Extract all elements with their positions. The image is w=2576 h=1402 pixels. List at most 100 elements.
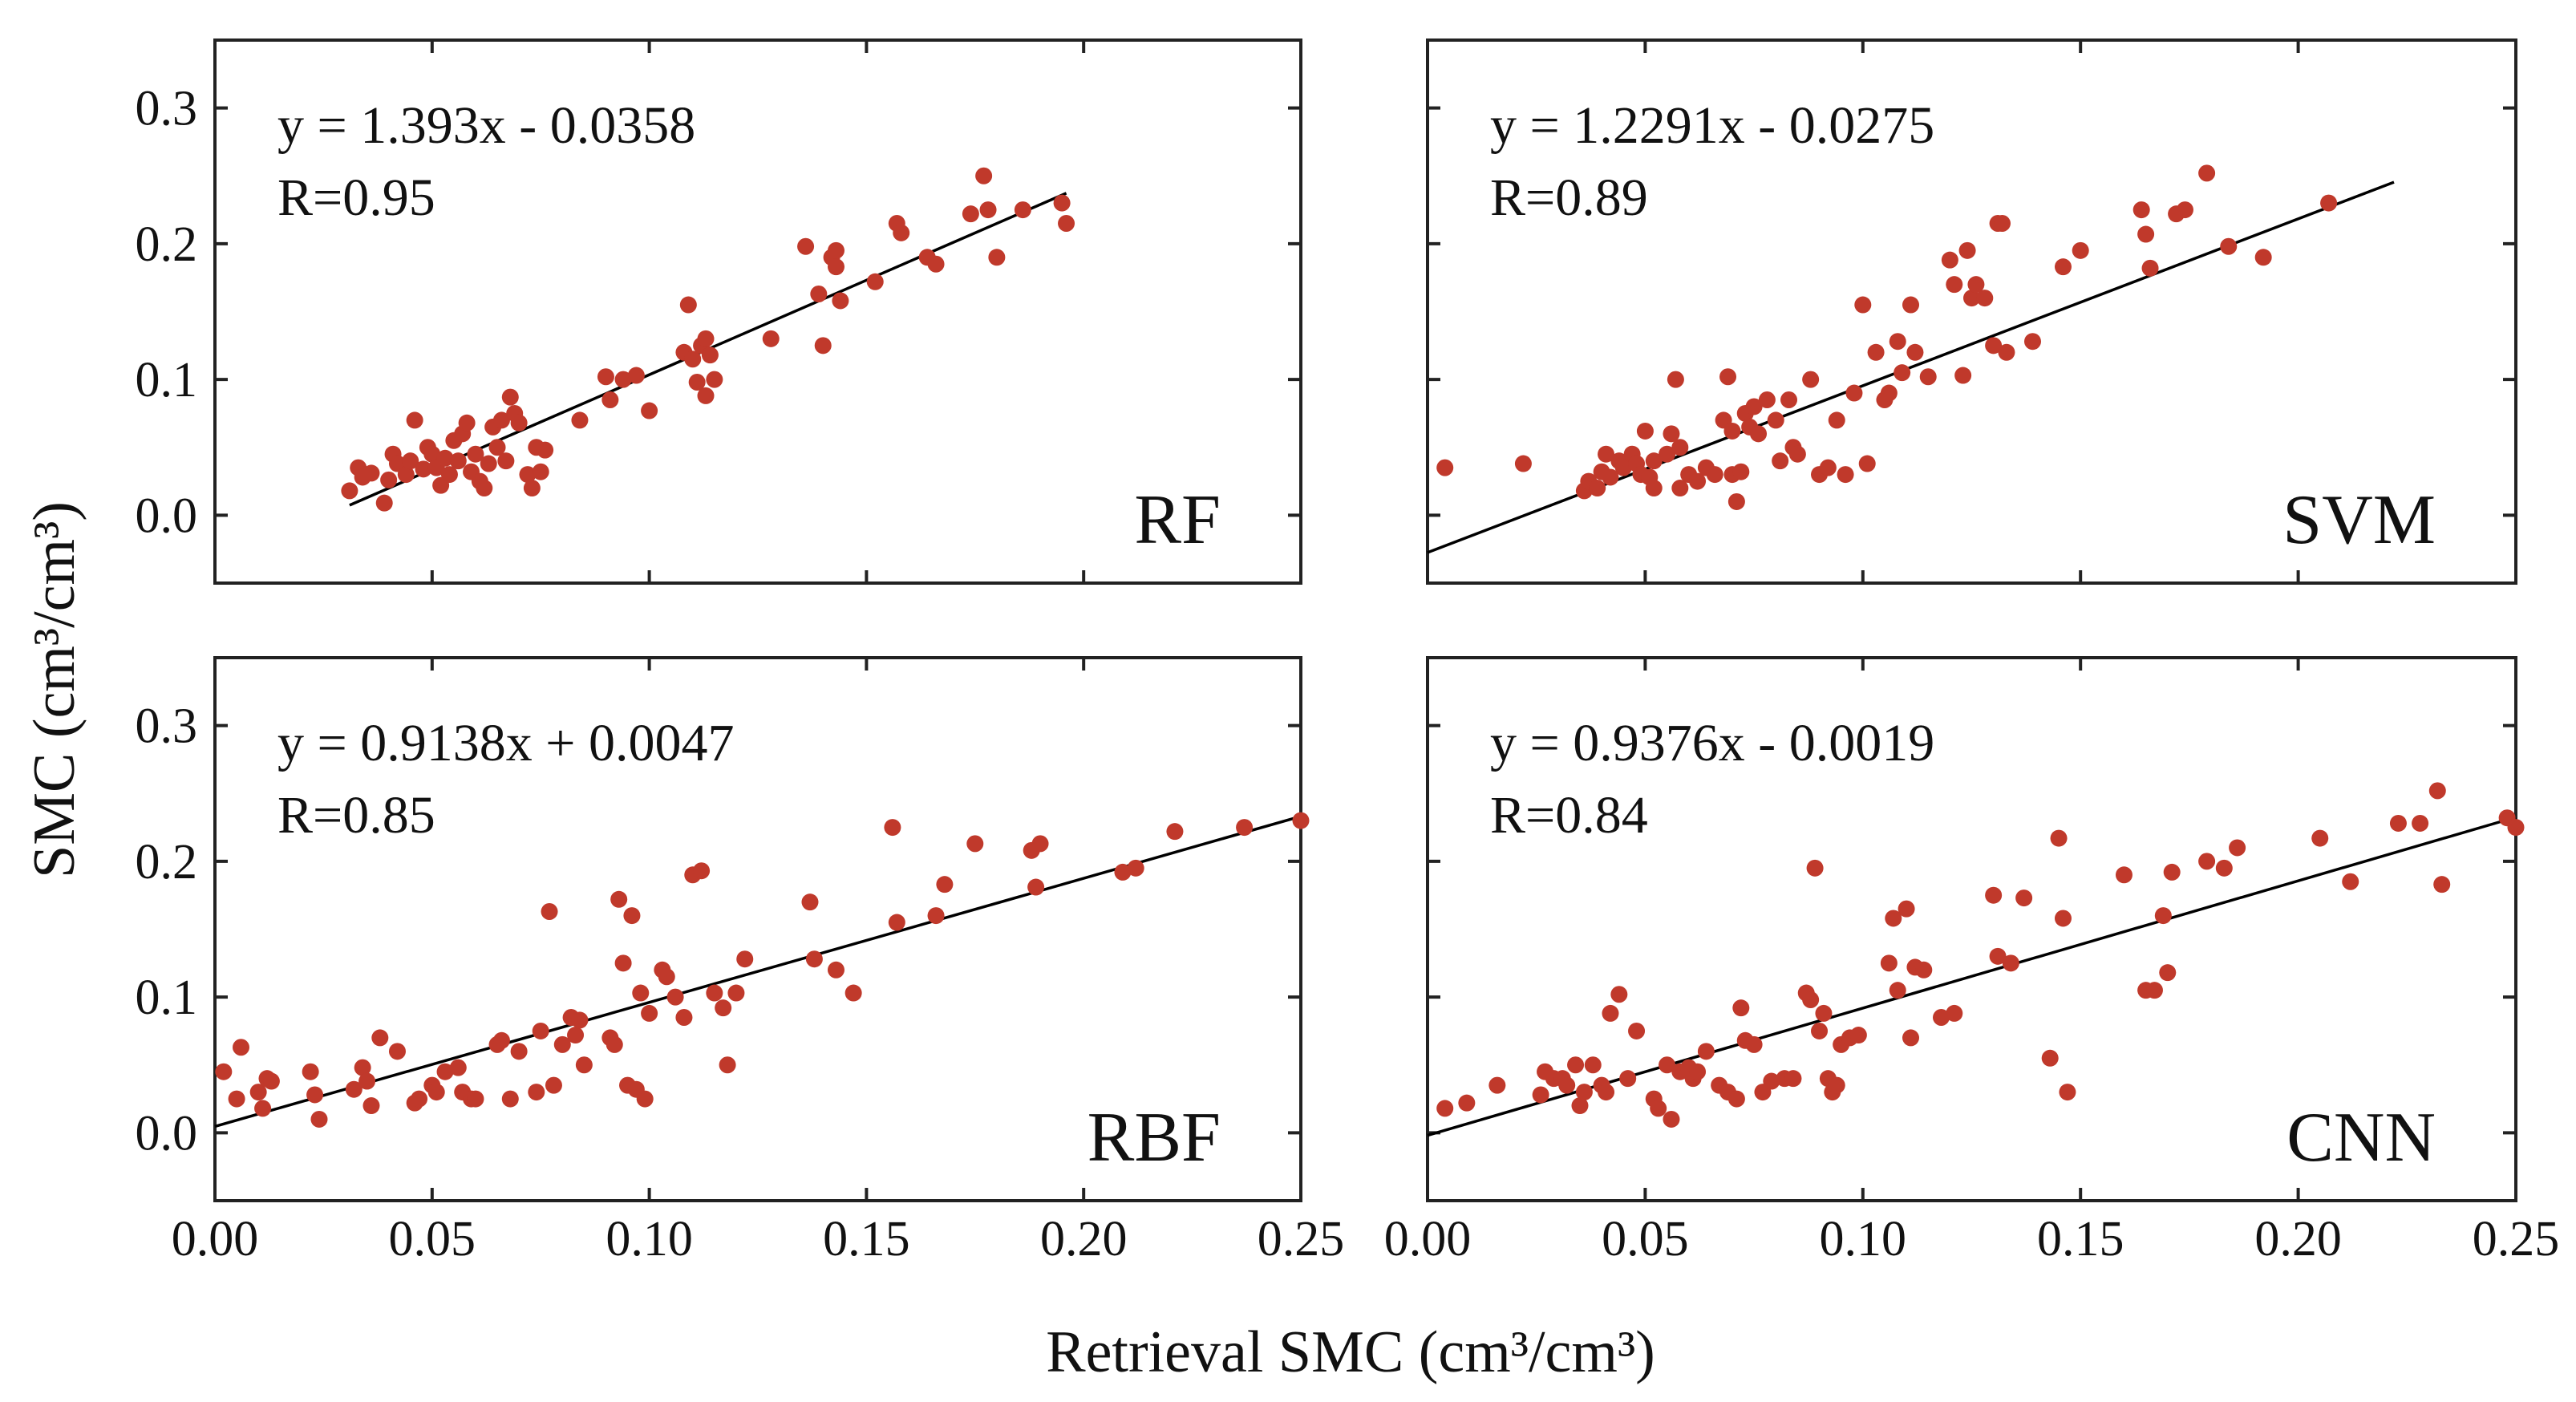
data-point — [606, 1036, 623, 1053]
data-point — [2320, 195, 2337, 212]
panel-rbf: 0.00 0.05 0.10 0.15 0.20 0.250.00.10.20.3 y = … — [136, 658, 1345, 1266]
y-axis-title: SMC (cm³/cm³) — [22, 501, 87, 878]
figure: 0.00.10.20.3 y = 1.393x - 0.0358R=0.95RFy… — [0, 0, 2576, 1402]
x-tick-label: 0.15 — [2037, 1212, 2124, 1266]
data-point — [1802, 371, 1819, 388]
data-point — [1815, 1005, 1832, 1022]
correlation-label: R=0.89 — [1490, 168, 1648, 227]
data-point — [1889, 333, 1906, 350]
data-point — [229, 1091, 245, 1108]
data-point — [1585, 1056, 1602, 1073]
data-point — [1829, 1077, 1845, 1094]
data-point — [988, 249, 1005, 265]
data-point — [2015, 889, 2032, 906]
data-point — [511, 415, 528, 432]
data-point — [2255, 249, 2272, 265]
data-point — [2164, 864, 2181, 881]
x-tick-label: 0.00 — [172, 1212, 259, 1266]
data-point — [1802, 991, 1819, 1008]
data-point — [1902, 297, 1919, 314]
data-point — [2177, 201, 2193, 218]
panel-svm: y = 1.2291x - 0.0275R=0.89SVM — [1428, 40, 2516, 583]
data-point — [380, 472, 397, 488]
data-point — [358, 1073, 375, 1090]
data-point — [1780, 391, 1797, 408]
correlation-label: R=0.95 — [277, 168, 435, 227]
data-point — [1728, 493, 1745, 510]
data-point — [632, 985, 649, 1002]
data-point — [719, 1056, 736, 1073]
data-point — [801, 893, 818, 910]
data-point — [698, 387, 715, 404]
y-tick-label: 0.0 — [136, 488, 198, 543]
data-point — [1881, 954, 1898, 971]
data-point — [1954, 367, 1971, 384]
data-point — [2229, 839, 2246, 856]
data-point — [476, 480, 492, 496]
data-point — [2146, 982, 2163, 999]
data-point — [254, 1100, 271, 1116]
data-point — [2155, 907, 2172, 924]
chart-panels: 0.0 0.1 0.2 0.3 y = 1.393x - 0.0358 R=0.95 RF y… — [136, 40, 2560, 1266]
data-point — [2072, 242, 2089, 259]
panel-label: RF — [1134, 481, 1221, 559]
data-point — [1807, 860, 1824, 877]
data-point — [2433, 876, 2450, 893]
data-point — [450, 1060, 467, 1076]
data-point — [2051, 830, 2068, 847]
data-point — [975, 168, 992, 184]
data-point — [341, 482, 358, 499]
x-tick-label: 0.10 — [606, 1212, 693, 1266]
data-point — [1650, 1100, 1667, 1116]
data-point — [2042, 1050, 2059, 1067]
data-point — [1533, 1086, 1549, 1103]
data-point — [2412, 815, 2428, 832]
data-point — [828, 258, 844, 275]
data-point — [363, 464, 379, 481]
data-point — [233, 1039, 249, 1056]
data-point — [1293, 812, 1310, 829]
data-point — [1515, 456, 1532, 472]
data-point — [2311, 830, 2328, 847]
data-point — [1027, 879, 1044, 896]
data-point — [763, 330, 780, 347]
data-point — [1567, 1056, 1584, 1073]
data-point — [597, 368, 614, 385]
data-point — [1732, 999, 1749, 1016]
y-tick-label: 0.0 — [136, 1106, 198, 1161]
data-point — [2220, 238, 2237, 255]
data-point — [698, 330, 715, 347]
data-point — [806, 950, 823, 967]
data-point — [884, 819, 901, 836]
data-point — [1789, 446, 1806, 463]
data-point — [302, 1064, 319, 1080]
data-point — [1602, 1005, 1618, 1022]
data-point — [675, 1009, 692, 1026]
data-point — [2429, 782, 2446, 799]
data-point — [1998, 344, 2015, 361]
data-point — [1671, 439, 1688, 456]
data-point — [936, 876, 953, 893]
data-point — [363, 1097, 379, 1114]
data-point — [533, 1023, 549, 1039]
data-point — [693, 862, 710, 879]
data-point — [628, 367, 645, 384]
data-point — [411, 1091, 427, 1108]
data-point — [310, 1111, 327, 1128]
data-point — [571, 411, 588, 428]
regression-equation: y = 1.2291x - 0.0275 — [1490, 96, 1934, 155]
data-point — [1868, 344, 1885, 361]
data-point — [962, 205, 979, 222]
data-point — [1723, 423, 1740, 440]
data-point — [1054, 195, 1071, 212]
data-point — [371, 1029, 388, 1046]
panel-rf: 0.0 0.1 0.2 0.3 y = 1.393x - 0.0358 R=0.95 RF — [136, 40, 1302, 583]
data-point — [1837, 466, 1854, 483]
data-point — [889, 914, 905, 931]
data-point — [1850, 1027, 1867, 1043]
x-tick-label: 0.05 — [389, 1212, 476, 1266]
data-point — [1906, 344, 1923, 361]
data-point — [2508, 819, 2525, 836]
x-tick-label: 0.00 — [1384, 1212, 1472, 1266]
data-point — [1894, 364, 1910, 381]
